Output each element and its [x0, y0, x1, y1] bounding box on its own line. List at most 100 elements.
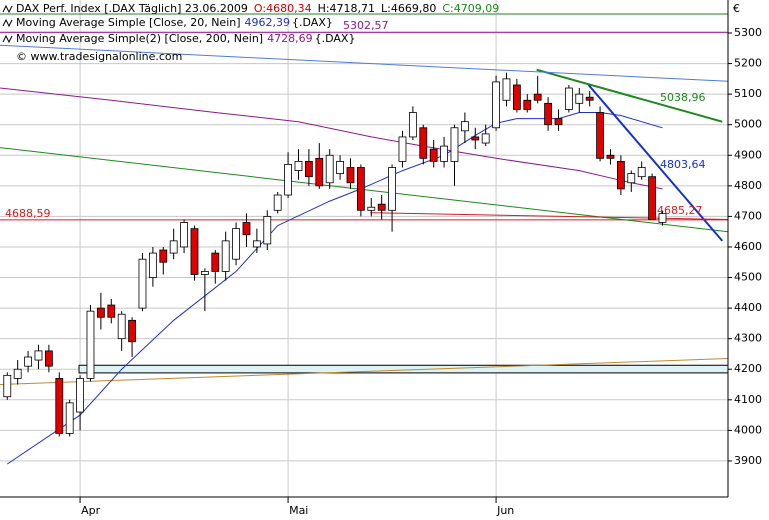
candle-body: [419, 127, 428, 159]
candle-body: [138, 258, 147, 309]
candle-body: [190, 228, 199, 275]
candle-body: [242, 222, 251, 236]
candle-body: [616, 160, 625, 190]
level-label: 4688,59: [5, 207, 51, 220]
candle-body: [596, 112, 604, 159]
candle-body: [440, 145, 448, 162]
candle-body: [471, 136, 480, 141]
candle-body: [117, 313, 126, 340]
trendline-label: 5038,96: [660, 91, 706, 104]
candle-body: [221, 240, 230, 272]
candle-body: [65, 402, 74, 434]
candle-body: [544, 102, 552, 126]
legend-symbol: {.DAX}: [292, 16, 333, 29]
watermark: © www.tradesignalonline.com: [16, 50, 182, 63]
header-close: C:4709,09: [442, 2, 499, 15]
y-tick-label: 4500: [734, 271, 762, 284]
candle-body: [13, 368, 22, 379]
candle-body: [408, 112, 417, 138]
candle-body: [34, 350, 43, 361]
candle-body: [325, 154, 334, 184]
x-tick-label: Mai: [289, 504, 308, 517]
candle-body: [96, 307, 105, 318]
legend-symbol: {.DAX}: [315, 32, 356, 45]
legend-value: 4962,39: [245, 16, 291, 29]
trendline: [587, 84, 724, 242]
candle-body: [273, 194, 282, 211]
candle-body: [554, 118, 563, 126]
trendline: [370, 212, 729, 220]
candle-body: [232, 228, 240, 260]
y-tick-label: 4400: [734, 301, 762, 314]
legend-icon: [2, 34, 13, 44]
header-title: DAX Perf. Index [.DAX Täglich] 23.06.200…: [16, 2, 248, 15]
candle-body: [252, 240, 261, 248]
trendline: [0, 358, 729, 385]
candle-body: [492, 81, 500, 129]
candle-body: [523, 99, 532, 110]
y-tick-label: 4600: [734, 240, 762, 253]
y-tick-label: 4300: [734, 332, 762, 345]
candle-body: [76, 378, 84, 413]
candle-body: [107, 304, 116, 318]
candle-body: [315, 157, 324, 187]
legend-icon: [2, 18, 13, 28]
trendline: [0, 44, 729, 82]
candle-body: [481, 133, 490, 144]
y-tick-label: 5000: [734, 118, 762, 131]
candle-body: [460, 121, 469, 132]
candle-body: [377, 203, 386, 211]
x-tick-label: Apr: [81, 504, 101, 517]
candle-body: [284, 164, 292, 196]
zone: [78, 364, 729, 374]
candle-body: [346, 167, 355, 184]
candle-body: [336, 160, 344, 175]
candle-body: [356, 167, 365, 211]
candle-body: [658, 213, 667, 223]
candle-body: [627, 173, 636, 184]
candle-body: [585, 96, 594, 101]
y-tick-label: 5200: [734, 57, 762, 70]
trendline: [536, 68, 723, 123]
header-low: L:4669,80: [381, 2, 436, 15]
candle-body: [180, 222, 188, 248]
candle-body: [367, 206, 376, 211]
candle-body: [304, 160, 313, 178]
y-tick-label: 4700: [734, 209, 762, 222]
candle-body: [512, 84, 521, 110]
candle-body: [128, 319, 136, 343]
candle-body: [388, 167, 396, 211]
candle-body: [86, 310, 95, 379]
candle-body: [211, 252, 220, 272]
x-tick-label: Jun: [496, 504, 514, 517]
candle-body: [169, 240, 178, 254]
y-tick-label: 4200: [734, 362, 762, 375]
candle-body: [398, 136, 407, 162]
candle-body: [3, 374, 12, 398]
legend-name: Moving Average Simple [Close, 20, Nein]: [16, 16, 241, 29]
candle-body: [564, 87, 573, 110]
candle-body: [429, 148, 438, 162]
candle-body: [502, 78, 511, 101]
candle-body: [648, 176, 656, 220]
y-tick-label: 5100: [734, 87, 762, 100]
candle-body: [24, 356, 32, 367]
level-label: 5302,57: [343, 19, 389, 32]
legend-name: Moving Average Simple(2) [Close, 200, Ne…: [16, 32, 263, 45]
y-tick-label: 4100: [734, 393, 762, 406]
header-open: O:4680,34: [254, 2, 312, 15]
y-tick-label: 4900: [734, 148, 762, 161]
candle-body: [200, 271, 209, 275]
candle-body: [533, 93, 542, 101]
candle-body: [44, 350, 53, 367]
y-tick-label: 5300: [734, 26, 762, 39]
trendline-label: 4803,64: [660, 158, 706, 171]
header: DAX Perf. Index [.DAX Täglich] 23.06.200…: [2, 2, 499, 15]
y-tick-label: 4000: [734, 423, 762, 436]
currency: €: [733, 2, 740, 15]
trendline-label: 4685,27: [657, 204, 703, 217]
candle-body: [55, 378, 64, 434]
candle-body: [148, 252, 157, 278]
candle-body: [294, 160, 303, 171]
